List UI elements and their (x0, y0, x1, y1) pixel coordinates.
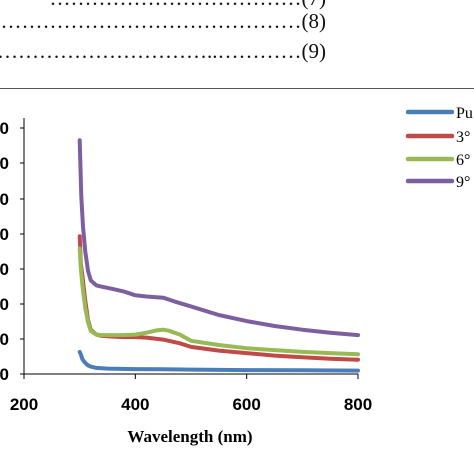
series-line-4 (77, 138, 360, 338)
y-tick-label: 0 (0, 190, 9, 209)
x-axis-label: Wavelength (nm) (127, 427, 252, 446)
x-tick-label: 400 (121, 395, 149, 414)
equation-line-9: …………………………..…………(9) (0, 39, 326, 63)
y-tick-label: 0 (0, 119, 9, 138)
x-tick-label: 600 (232, 395, 260, 414)
y-tick-label: 0 (0, 295, 9, 314)
legend-label-3: 6° (456, 152, 470, 169)
chart-legend: Pu 3° 6° 9° (405, 105, 473, 191)
series-line-2 (77, 234, 360, 362)
legend-label-2: 3° (456, 129, 470, 146)
panel-top-border (0, 88, 474, 89)
y-tick-label: 0 (0, 260, 9, 279)
legend-label-1: Pu (456, 105, 473, 122)
y-tick-label: 0 (0, 365, 9, 384)
series-line-1 (77, 349, 360, 373)
x-tick-label: 800 (344, 395, 372, 414)
y-tick-label: 0 (0, 225, 9, 244)
equation-line-8: ………………………………………(8) (0, 9, 326, 33)
legend-label-4: 9° (456, 174, 470, 191)
equation-line-7: ………………………………(7) (50, 0, 327, 11)
series-line-3 (77, 246, 360, 357)
y-tick-label: 0 (0, 154, 9, 173)
x-tick-label: 200 (10, 395, 38, 414)
y-tick-label: 0 (0, 330, 9, 349)
chart-series-lines (77, 138, 360, 373)
